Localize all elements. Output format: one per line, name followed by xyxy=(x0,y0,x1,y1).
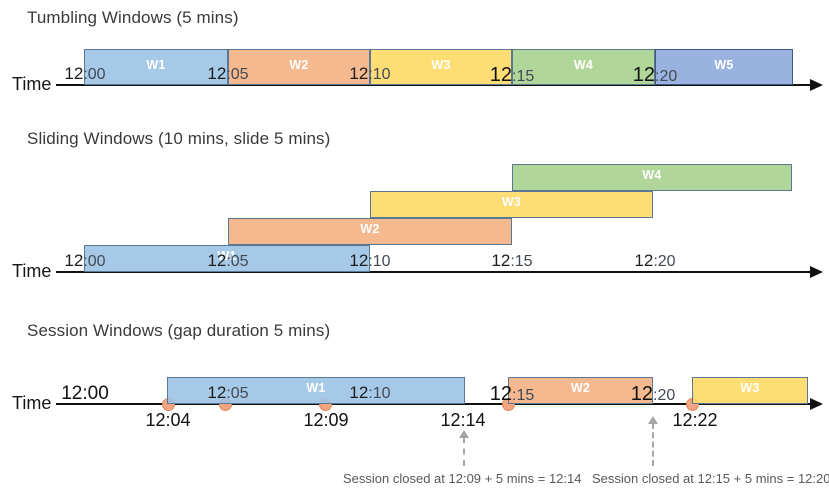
time-axis-sliding xyxy=(56,271,810,273)
session-close-arrow xyxy=(463,437,465,466)
tick-minute: :10 xyxy=(368,66,391,83)
tick-label: 12:00 xyxy=(64,252,105,270)
time-axis-session xyxy=(56,403,810,405)
window-label: W3 xyxy=(740,381,760,396)
session-close-arrow xyxy=(652,423,654,466)
event-time-label: 12:14 xyxy=(440,410,486,430)
tick-hour: 12 xyxy=(632,64,655,86)
window-bar-w2-session: W2 xyxy=(508,377,653,404)
tick-label: 12:05 xyxy=(207,384,248,402)
tick-hour: 12 xyxy=(349,383,369,402)
event-time-label: 12:09 xyxy=(303,410,349,430)
tick-label: 12:10 xyxy=(349,384,390,402)
tick-minute: :05 xyxy=(226,253,249,270)
tick-hour: 12 xyxy=(64,64,84,83)
tick-hour: 12 xyxy=(489,64,512,86)
tick-minute: :20 xyxy=(655,68,678,85)
time-axis-arrowhead-icon xyxy=(810,266,823,278)
tick-hour: 12 xyxy=(491,251,511,270)
window-bar-w3-tumbling: W3 xyxy=(370,49,512,85)
window-bar-w2-sliding: W2 xyxy=(228,218,512,245)
tick-label: 12:05 xyxy=(207,252,248,270)
window-label: W3 xyxy=(431,57,451,72)
window-label: W2 xyxy=(360,222,380,237)
tick-label: 12:00 xyxy=(61,384,109,403)
tick-minute: :15 xyxy=(510,253,533,270)
tick-minute: :10 xyxy=(368,253,391,270)
tick-label: 12:15 xyxy=(491,252,532,270)
tick-label: 12:20 xyxy=(634,252,675,270)
tick-minute: :20 xyxy=(653,253,676,270)
tick-label: 12:15 xyxy=(490,65,535,85)
tumbling-windows-title: Tumbling Windows (5 mins) xyxy=(27,8,239,27)
window-bar-w4-sliding: W4 xyxy=(512,164,792,191)
window-bar-w5-tumbling: W5 xyxy=(655,49,793,85)
tick-hour: 12 xyxy=(61,383,83,404)
tick-minute: :00 xyxy=(82,383,109,404)
tick-minute: :15 xyxy=(512,68,535,85)
tick-minute: :20 xyxy=(653,387,676,404)
session-close-arrowhead-icon xyxy=(648,416,658,424)
window-label: W4 xyxy=(573,57,594,72)
time-axis-label-sliding: Time xyxy=(12,261,52,281)
session-windows-title: Session Windows (gap duration 5 mins) xyxy=(27,321,331,340)
tick-minute: :00 xyxy=(83,66,106,83)
time-axis-tumbling xyxy=(56,84,810,86)
session-close-arrowhead-icon xyxy=(459,430,469,438)
tick-hour: 12 xyxy=(349,64,369,83)
sliding-windows-title: Sliding Windows (10 mins, slide 5 mins) xyxy=(27,129,331,148)
window-bar-w1-sliding: W1 xyxy=(84,245,370,272)
tick-hour: 12 xyxy=(349,251,369,270)
time-axis-label-session: Time xyxy=(12,393,52,413)
tick-minute: :15 xyxy=(512,387,535,404)
time-axis-arrowhead-icon xyxy=(810,79,823,91)
tick-hour: 12 xyxy=(207,383,227,402)
window-label: W1 xyxy=(217,249,237,264)
tick-label: 12:15 xyxy=(490,384,535,404)
tick-minute: :05 xyxy=(226,385,249,402)
time-axis-label-tumbling: Time xyxy=(12,74,52,94)
window-bar-w2-tumbling: W2 xyxy=(228,49,370,85)
tick-label: 12:05 xyxy=(207,65,248,83)
tick-hour: 12 xyxy=(207,251,227,270)
window-bar-w1-session: W1 xyxy=(167,377,465,404)
tick-minute: :00 xyxy=(83,253,106,270)
window-bar-w4-tumbling: W4 xyxy=(512,49,655,85)
event-time-label: 12:04 xyxy=(145,410,191,430)
window-bar-w3-sliding: W3 xyxy=(370,191,653,218)
tick-label: 12:10 xyxy=(349,65,390,83)
time-axis-arrowhead-icon xyxy=(810,398,823,410)
window-label: W1 xyxy=(306,381,326,396)
tick-hour: 12 xyxy=(64,251,84,270)
tick-hour: 12 xyxy=(630,383,653,405)
tick-minute: :05 xyxy=(226,66,249,83)
tick-hour: 12 xyxy=(634,251,654,270)
tick-label: 12:20 xyxy=(633,65,678,85)
window-bar-w3-session: W3 xyxy=(692,377,808,404)
event-time-label: 12:22 xyxy=(672,410,718,430)
window-label: W2 xyxy=(570,381,591,396)
window-label: W5 xyxy=(714,57,734,72)
window-label: W3 xyxy=(501,195,522,210)
window-bar-w1-tumbling: W1 xyxy=(84,49,228,85)
window-label: W1 xyxy=(146,57,166,72)
session-closed-note: Session closed at 12:15 + 5 mins = 12:20 xyxy=(592,471,829,486)
tick-minute: :10 xyxy=(368,385,391,402)
window-label: W4 xyxy=(642,168,662,183)
window-label: W2 xyxy=(289,57,309,72)
tick-hour: 12 xyxy=(207,64,227,83)
tick-label: 12:20 xyxy=(631,384,676,404)
tick-label: 12:10 xyxy=(349,252,390,270)
tick-hour: 12 xyxy=(489,383,512,405)
tick-label: 12:00 xyxy=(64,65,105,83)
session-closed-note: Session closed at 12:09 + 5 mins = 12:14 xyxy=(343,471,582,486)
